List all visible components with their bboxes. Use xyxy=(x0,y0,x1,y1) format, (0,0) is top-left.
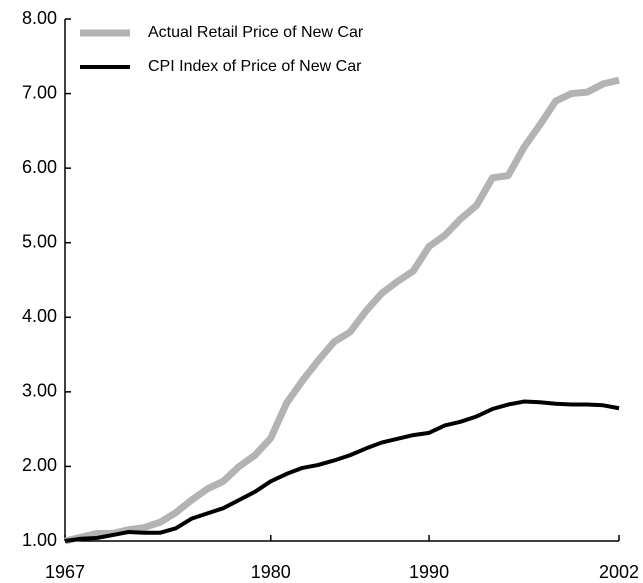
y-tick-label: 2.00 xyxy=(22,455,57,475)
y-tick-label: 7.00 xyxy=(22,82,57,102)
series-line xyxy=(64,76,620,545)
y-tick-label: 4.00 xyxy=(22,306,57,326)
x-tick-label: 1980 xyxy=(251,562,291,582)
x-tick-label: 2002 xyxy=(599,562,639,582)
legend-label: CPI Index of Price of New Car xyxy=(148,58,362,75)
legend-label: Actual Retail Price of New Car xyxy=(148,24,364,41)
y-tick-label: 5.00 xyxy=(22,231,57,251)
x-tick-label: 1990 xyxy=(409,562,449,582)
x-tick-label: 1967 xyxy=(45,562,85,582)
y-tick-label: 8.00 xyxy=(22,8,57,28)
y-tick-label: 1.00 xyxy=(22,530,57,550)
y-tick-label: 6.00 xyxy=(22,157,57,177)
y-tick-label: 3.00 xyxy=(22,381,57,401)
series-line xyxy=(64,399,620,543)
